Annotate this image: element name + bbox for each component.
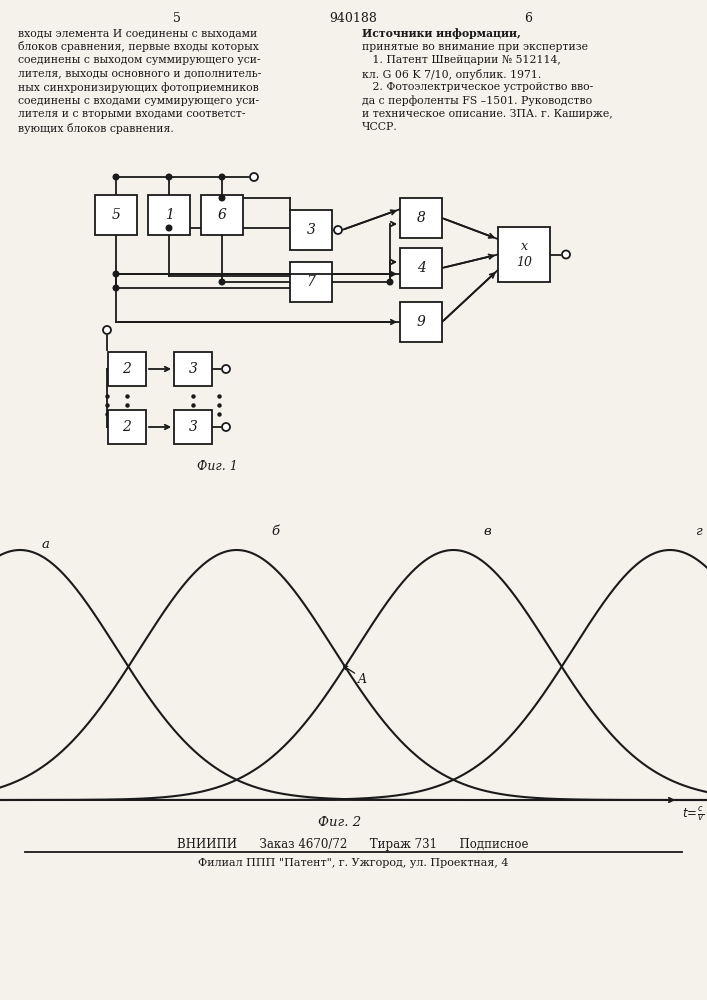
Text: входы элемента И соединены с выходами: входы элемента И соединены с выходами: [18, 28, 257, 38]
Text: г: г: [695, 525, 702, 538]
FancyBboxPatch shape: [290, 210, 332, 250]
Text: Фиг. 1: Фиг. 1: [197, 460, 238, 473]
Text: 2: 2: [122, 362, 132, 376]
Circle shape: [219, 279, 225, 285]
FancyBboxPatch shape: [108, 410, 146, 444]
FancyBboxPatch shape: [201, 195, 243, 235]
Circle shape: [113, 174, 119, 180]
Text: 1. Патент Швейцарии № 512114,: 1. Патент Швейцарии № 512114,: [362, 55, 561, 65]
Text: 1: 1: [165, 208, 173, 222]
Text: 9: 9: [416, 315, 426, 329]
Text: 5: 5: [112, 208, 120, 222]
Text: 6: 6: [218, 208, 226, 222]
Text: 6: 6: [524, 12, 532, 25]
Text: а: а: [42, 538, 50, 551]
Text: x
10: x 10: [516, 240, 532, 268]
Text: в: в: [484, 525, 491, 538]
Text: 2: 2: [122, 420, 132, 434]
FancyBboxPatch shape: [400, 198, 442, 238]
Text: $t\!=\!\frac{c}{v}$: $t\!=\!\frac{c}{v}$: [682, 805, 704, 823]
Circle shape: [562, 250, 570, 258]
Text: 940188: 940188: [329, 12, 377, 25]
Circle shape: [222, 365, 230, 373]
Text: 4: 4: [416, 261, 426, 275]
Text: 8: 8: [416, 211, 426, 225]
Text: лителя, выходы основного и дополнитель-: лителя, выходы основного и дополнитель-: [18, 68, 262, 79]
FancyBboxPatch shape: [95, 195, 137, 235]
Text: 3: 3: [307, 223, 315, 237]
FancyBboxPatch shape: [108, 352, 146, 386]
FancyBboxPatch shape: [290, 262, 332, 302]
Circle shape: [103, 326, 111, 334]
FancyBboxPatch shape: [148, 195, 190, 235]
Text: ЧССР.: ЧССР.: [362, 122, 398, 132]
Circle shape: [219, 174, 225, 180]
Circle shape: [113, 285, 119, 291]
Text: A: A: [358, 673, 367, 686]
Text: Источники информации,: Источники информации,: [362, 28, 521, 39]
Text: Фиг. 2: Фиг. 2: [318, 816, 361, 829]
Text: да с перфоленты FS –1501. Руководство: да с перфоленты FS –1501. Руководство: [362, 96, 592, 106]
Circle shape: [166, 225, 172, 231]
Text: 3: 3: [189, 362, 197, 376]
Text: ВНИИПИ      Заказ 4670/72      Тираж 731      Подписное: ВНИИПИ Заказ 4670/72 Тираж 731 Подписное: [177, 838, 529, 851]
Text: соединены с выходом суммирующего уси-: соединены с выходом суммирующего уси-: [18, 55, 261, 65]
Text: ных синхронизирующих фотоприемников: ных синхронизирующих фотоприемников: [18, 82, 259, 93]
Text: соединены с входами суммирующего уси-: соединены с входами суммирующего уси-: [18, 96, 259, 105]
Text: кл. G 06 K 7/10, опублик. 1971.: кл. G 06 K 7/10, опублик. 1971.: [362, 68, 542, 80]
Text: и техническое описание. ЗПА. г. Каширже,: и техническое описание. ЗПА. г. Каширже,: [362, 109, 613, 119]
FancyBboxPatch shape: [174, 410, 212, 444]
Circle shape: [250, 173, 258, 181]
FancyBboxPatch shape: [400, 248, 442, 288]
Circle shape: [113, 271, 119, 277]
Text: блоков сравнения, первые входы которых: блоков сравнения, первые входы которых: [18, 41, 259, 52]
Text: 5: 5: [173, 12, 181, 25]
Text: б: б: [271, 525, 280, 538]
FancyBboxPatch shape: [174, 352, 212, 386]
Text: 2. Фотоэлектрическое устройство вво-: 2. Фотоэлектрическое устройство вво-: [362, 82, 593, 92]
FancyBboxPatch shape: [400, 302, 442, 342]
Text: вующих блоков сравнения.: вующих блоков сравнения.: [18, 122, 174, 133]
Text: 3: 3: [189, 420, 197, 434]
Text: Филиал ППП "Патент", г. Ужгород, ул. Проектная, 4: Филиал ППП "Патент", г. Ужгород, ул. Про…: [198, 858, 508, 868]
Text: принятые во внимание при экспертизе: принятые во внимание при экспертизе: [362, 41, 588, 51]
Circle shape: [166, 174, 172, 180]
FancyBboxPatch shape: [498, 227, 550, 282]
Text: 7: 7: [307, 275, 315, 289]
Circle shape: [387, 279, 393, 285]
Circle shape: [219, 195, 225, 201]
Circle shape: [222, 423, 230, 431]
Text: лителя и с вторыми входами соответст-: лителя и с вторыми входами соответст-: [18, 109, 245, 119]
Circle shape: [334, 226, 342, 234]
